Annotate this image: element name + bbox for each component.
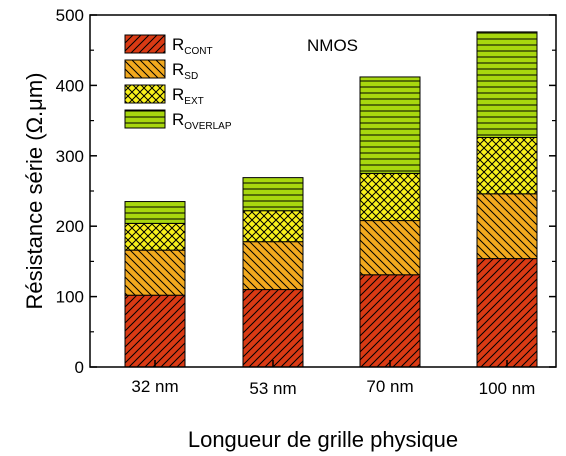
x-tick-label: 100 nm — [479, 379, 536, 398]
bar-70nm-cont — [359, 274, 421, 368]
y-tick-label: 0 — [75, 358, 84, 377]
y-tick-label: 100 — [56, 288, 84, 307]
bar-100nm-cont — [476, 258, 538, 368]
legend: RCONT RSD REXT ROVERLAP — [124, 34, 232, 132]
legend-swatch-overlap — [124, 109, 166, 129]
y-axis-title: Résistance série (Ω.μm) — [22, 73, 47, 310]
legend-swatch-ext — [124, 84, 166, 104]
bar-70nm-ext — [359, 172, 421, 222]
bar-53nm-ext — [242, 210, 304, 243]
bar-70nm-overlap — [359, 76, 421, 174]
x-axis-title: Longueur de grille physique — [188, 427, 458, 452]
legend-label-ext: REXT — [172, 85, 204, 107]
bar-32nm-cont — [124, 294, 186, 368]
y-tick-label: 500 — [56, 6, 84, 25]
legend-swatch-cont — [124, 34, 166, 54]
legend-label-cont: RCONT — [172, 35, 213, 57]
bar-100nm-sd — [476, 193, 538, 260]
bars-layer — [124, 31, 538, 368]
x-tick-label: 53 nm — [249, 379, 296, 398]
x-tick-label: 70 nm — [366, 377, 413, 396]
annotation-nmos: NMOS — [307, 36, 358, 55]
y-tick-label: 200 — [56, 217, 84, 236]
y-tick-label: 400 — [56, 76, 84, 95]
bar-32nm-overlap — [124, 201, 186, 224]
bar-53nm-sd — [242, 241, 304, 291]
bar-70nm-sd — [359, 220, 421, 276]
bar-53nm-cont — [242, 289, 304, 368]
legend-label-overlap: ROVERLAP — [172, 110, 232, 132]
bar-32nm-ext — [124, 222, 186, 251]
legend-label-sd: RSD — [172, 60, 198, 82]
bar-100nm-overlap — [476, 31, 538, 138]
axis-ticks: 0 100 200 300 400 500 32 nm 53 nm 70 nm 100 nm — [56, 6, 556, 398]
y-tick-label: 300 — [56, 147, 84, 166]
bar-32nm-sd — [124, 249, 186, 296]
x-tick-label: 32 nm — [131, 377, 178, 396]
legend-swatch-sd — [124, 59, 166, 79]
bar-53nm-overlap — [242, 177, 304, 212]
bar-100nm-ext — [476, 136, 538, 195]
